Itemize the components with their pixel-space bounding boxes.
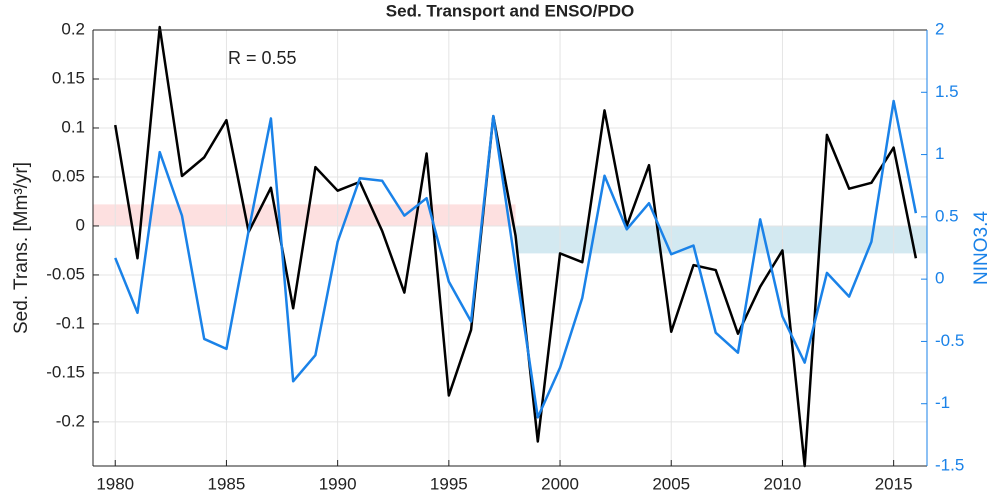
x-tick-label: 1990	[319, 474, 357, 493]
y-tick-label: 0.1	[61, 117, 85, 136]
x-tick-label: 2005	[652, 474, 690, 493]
y2-axis-label: NINO3.4	[971, 211, 992, 285]
y2-tick-label: -0.5	[935, 331, 964, 350]
y-tick-label: 0.05	[52, 166, 85, 185]
y2-tick-label: -1.5	[935, 455, 964, 474]
y-tick-label: 0.2	[61, 19, 85, 38]
x-tick-label: 1980	[96, 474, 134, 493]
x-tick-label: 2015	[875, 474, 913, 493]
y-tick-label: 0.15	[52, 68, 85, 87]
y-axis-label: Sed. Trans. [Mm³/yr]	[11, 162, 32, 334]
plot	[93, 25, 927, 468]
x-tick-label: 1985	[208, 474, 246, 493]
y2-tick-label: 2	[935, 19, 944, 38]
x-tick-label: 1995	[430, 474, 468, 493]
line-series	[114, 99, 918, 419]
chart-title: Sed. Transport and ENSO/PDO	[386, 1, 634, 20]
x-tick-label: 2010	[764, 474, 802, 493]
y-tick-label: -0.05	[46, 264, 85, 283]
y-tick-label: -0.1	[56, 313, 85, 332]
shaded-band	[93, 204, 516, 226]
y2-tick-label: 1	[935, 144, 944, 163]
x-tick-label: 2000	[541, 474, 579, 493]
y-tick-label: 0	[76, 215, 85, 234]
y2-tick-label: 0.5	[935, 206, 959, 225]
y2-tick-label: 0	[935, 269, 944, 288]
y2-tick-label: -1	[935, 393, 950, 412]
y2-tick-label: 1.5	[935, 82, 959, 101]
y-tick-label: -0.15	[46, 362, 85, 381]
y-tick-label: -0.2	[56, 411, 85, 430]
shaded-band	[515, 225, 927, 254]
annotation: R = 0.55	[228, 48, 297, 68]
